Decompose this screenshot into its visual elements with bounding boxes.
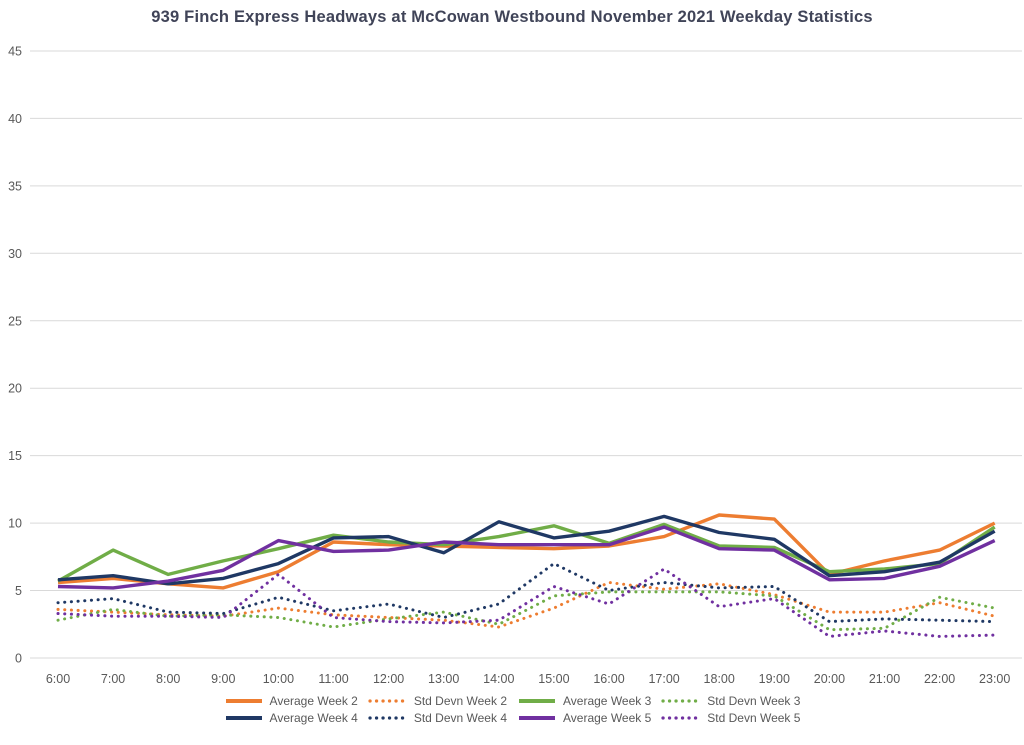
- x-tick-label: 17:00: [648, 672, 679, 686]
- y-tick-label: 10: [8, 517, 22, 531]
- x-tick-label: 19:00: [759, 672, 790, 686]
- x-tick-label: 13:00: [428, 672, 459, 686]
- series-std-devn-week-5: [56, 567, 997, 638]
- legend-label: Average Week 3: [563, 694, 652, 708]
- legend-label: Average Week 4: [269, 711, 358, 725]
- y-tick-label: 45: [8, 44, 22, 58]
- x-tick-label: 9:00: [211, 672, 235, 686]
- series-std-devn-week-3: [56, 590, 997, 632]
- y-tick-label: 35: [8, 179, 22, 193]
- legend-row-1: Average Week 2 Std Devn Week 2 Average Wee…: [224, 694, 800, 708]
- dotted-line-swatch-icon: [661, 699, 701, 703]
- x-tick-label: 7:00: [101, 672, 125, 686]
- y-tick-label: 15: [8, 449, 22, 463]
- chart-plot-area: 0 5 10 15 20 25 30 35 40 45 6:00 7:00 8:00 9:00 10:00 1…: [8, 44, 1022, 686]
- legend-label: Average Week 2: [269, 694, 358, 708]
- dotted-line-swatch-icon: [368, 716, 408, 720]
- legend-item-std-devn-week-4: Std Devn Week 4: [368, 711, 507, 725]
- series-average-week-5: [57, 525, 996, 590]
- y-tick-label: 25: [8, 314, 22, 328]
- x-tick-label: 6:00: [46, 672, 70, 686]
- x-tick-label: 21:00: [869, 672, 900, 686]
- y-tick-label: 0: [15, 652, 22, 666]
- solid-line-swatch-icon: [225, 699, 262, 703]
- chart-legend: Average Week 2 Std Devn Week 2 Average Wee…: [0, 694, 1024, 725]
- dotted-line-swatch-icon: [661, 716, 701, 720]
- x-tick-label: 22:00: [924, 672, 955, 686]
- solid-line-swatch-icon: [225, 716, 262, 720]
- x-tick-label: 12:00: [373, 672, 404, 686]
- chart-title: 939 Finch Express Headways at McCowan We…: [151, 8, 873, 26]
- legend-label: Average Week 5: [563, 711, 652, 725]
- y-tick-label: 40: [8, 112, 22, 126]
- legend-item-std-devn-week-5: Std Devn Week 5: [661, 711, 800, 725]
- y-tick-label: 5: [15, 584, 22, 598]
- x-tick-label: 11:00: [318, 672, 348, 686]
- legend-label: Std Devn Week 3: [707, 694, 801, 708]
- legend-item-average-week-3: Average Week 3: [517, 694, 651, 708]
- legend-item-std-devn-week-2: Std Devn Week 2: [368, 694, 507, 708]
- x-tick-label: 16:00: [593, 672, 624, 686]
- legend-item-average-week-2: Average Week 2: [224, 694, 358, 708]
- legend-label: Std Devn Week 5: [707, 711, 801, 725]
- legend-label: Std Devn Week 2: [413, 694, 507, 708]
- x-tick-label: 20:00: [814, 672, 845, 686]
- solid-line-swatch-icon: [519, 699, 555, 703]
- x-tick-label: 18:00: [704, 672, 735, 686]
- legend-item-std-devn-week-3: Std Devn Week 3: [661, 694, 800, 708]
- legend-row-2: Average Week 4 Std Devn Week 4 Average Wee…: [224, 711, 800, 725]
- legend-label: Std Devn Week 4: [413, 711, 507, 725]
- legend-item-average-week-4: Average Week 4: [224, 711, 358, 725]
- y-tick-label: 30: [8, 247, 22, 261]
- y-tick-label: 20: [8, 382, 22, 396]
- x-tick-label: 23:00: [979, 672, 1010, 686]
- dotted-line-swatch-icon: [368, 699, 408, 703]
- legend-item-average-week-5: Average Week 5: [517, 711, 651, 725]
- series-average-week-4: [57, 514, 996, 586]
- x-tick-label: 10:00: [263, 672, 294, 686]
- x-tick-label: 14:00: [483, 672, 514, 686]
- x-tick-label: 8:00: [156, 672, 180, 686]
- series-average-week-2: [57, 513, 996, 590]
- x-tick-label: 15:00: [538, 672, 569, 686]
- solid-line-swatch-icon: [519, 716, 555, 720]
